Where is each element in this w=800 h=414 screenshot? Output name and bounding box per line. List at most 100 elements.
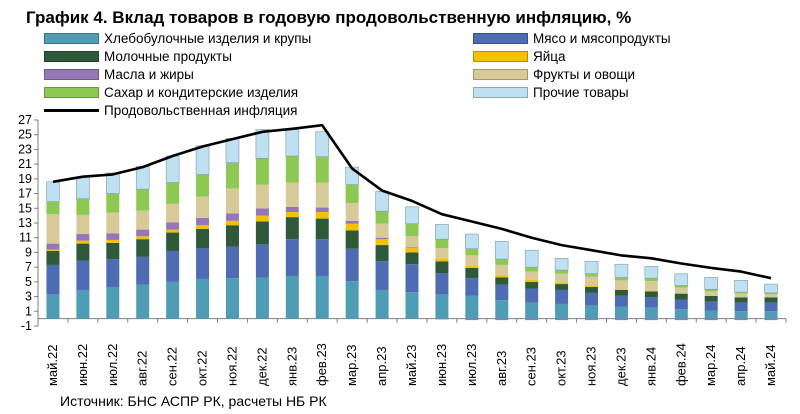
bar-segment (315, 182, 329, 208)
source-note: Источник: БНС АСПР РК, расчеты НБ РК (60, 393, 327, 409)
bar-segment (764, 302, 778, 312)
bar-segment (166, 229, 180, 233)
y-tick-label: 19 (18, 172, 32, 186)
bar-segment (136, 284, 150, 319)
bar-segment (196, 196, 210, 218)
x-tick-label: авг.22 (135, 351, 150, 386)
x-tick-label: июн.23 (434, 344, 449, 386)
bar-segment (405, 247, 419, 249)
bar-segment (614, 295, 628, 307)
bar-segment (704, 291, 718, 296)
x-tick-label: окт.22 (195, 350, 210, 386)
bar-segment (106, 193, 120, 213)
bar-segment (165, 155, 180, 183)
bar-segment (614, 318, 628, 321)
bar-segment (285, 129, 300, 157)
bar-segment (285, 156, 299, 183)
bar-segment (555, 270, 569, 274)
bar-segment (495, 300, 509, 319)
bar-segment (255, 277, 269, 319)
bar-segment (225, 225, 239, 247)
bar-segment (375, 239, 389, 246)
bar-segment (345, 220, 359, 224)
bar-segment (465, 295, 479, 319)
legend-item-eggs: Яйца (473, 49, 566, 64)
legend-item-inflation-line: Продовольственная инфляция (44, 103, 297, 118)
bar-segment (375, 211, 389, 224)
bar-segment (405, 292, 419, 319)
bar-segment (196, 248, 210, 279)
bar-segment (674, 285, 688, 288)
y-tick-label: 7 (25, 260, 32, 274)
bar-segment (495, 264, 509, 276)
bar-segment (465, 248, 479, 256)
bar-segment (764, 292, 778, 295)
bar-segment (225, 220, 239, 226)
bar-segment (495, 284, 509, 301)
x-tick-label: фев.24 (673, 343, 688, 386)
bar-segment (225, 162, 239, 189)
bar-segment (345, 230, 359, 249)
bar-segment (255, 129, 270, 159)
x-tick-label: апр.23 (374, 346, 389, 386)
y-tick-label: 27 (18, 113, 32, 127)
bar-segment (704, 301, 718, 311)
bar-segment (285, 217, 299, 240)
x-tick-label: мар.24 (703, 345, 718, 386)
legend-line-swatch (44, 109, 99, 112)
legend-swatch (44, 87, 99, 98)
bar-segment (285, 182, 299, 207)
bar-segment (315, 156, 329, 183)
x-tick-label: июл.22 (105, 344, 120, 386)
bar-segment (285, 206, 299, 212)
bar-segment (644, 297, 658, 308)
bar-segment (46, 201, 60, 215)
x-tick-label: мар.23 (344, 345, 359, 386)
bar-segment (255, 208, 269, 216)
x-tick-label: янв.23 (284, 347, 299, 386)
legend-item-sugar: Сахар и кондитерские изделия (44, 85, 298, 100)
legend-swatch (44, 69, 99, 80)
bar-segment (764, 283, 778, 294)
bar-segment (166, 222, 180, 230)
x-tick-label: ноя.23 (584, 346, 599, 386)
bar-segment (555, 303, 569, 319)
y-tick-label: 25 (18, 128, 32, 142)
x-tick-label: сен.23 (524, 347, 539, 386)
bar-segment (136, 256, 150, 285)
x-tick-label: фев.23 (314, 343, 329, 386)
bar-segment (76, 289, 90, 319)
bar-segment (614, 289, 628, 290)
x-tick-label: май.24 (763, 344, 778, 386)
x-tick-label: май.22 (45, 344, 60, 386)
bar-segment (405, 264, 419, 293)
bar-segment (315, 218, 329, 240)
bar-segment (465, 278, 479, 296)
bar-segment (555, 318, 569, 321)
legend-item-oils: Масла и жиры (44, 67, 194, 82)
bar-segment (585, 287, 599, 293)
bar-segment (734, 311, 748, 319)
bar-segment (524, 249, 539, 268)
bar-segment (585, 285, 599, 288)
bar-segment (764, 311, 778, 319)
bar-segment (315, 207, 329, 212)
x-tick-label: дек.22 (254, 347, 269, 386)
y-tick-label: 13 (18, 216, 32, 230)
bar-segment (555, 273, 569, 283)
bar-segment (46, 264, 60, 295)
x-tick-label: май.23 (404, 344, 419, 386)
bar-segment (76, 214, 90, 235)
bar-segment (704, 318, 718, 321)
bar-segment (435, 248, 449, 259)
legend-label: Прочие товары (533, 85, 629, 100)
bar-segment (585, 276, 599, 286)
bar-segment (345, 223, 359, 231)
x-tick-label: июн.22 (75, 344, 90, 386)
bar-segment (285, 239, 299, 276)
bar-segment (255, 215, 269, 222)
bar-segment (465, 233, 479, 250)
bar-segment (704, 295, 718, 302)
x-tick-label: дек.23 (613, 347, 628, 386)
y-tick-label: 15 (18, 201, 32, 215)
